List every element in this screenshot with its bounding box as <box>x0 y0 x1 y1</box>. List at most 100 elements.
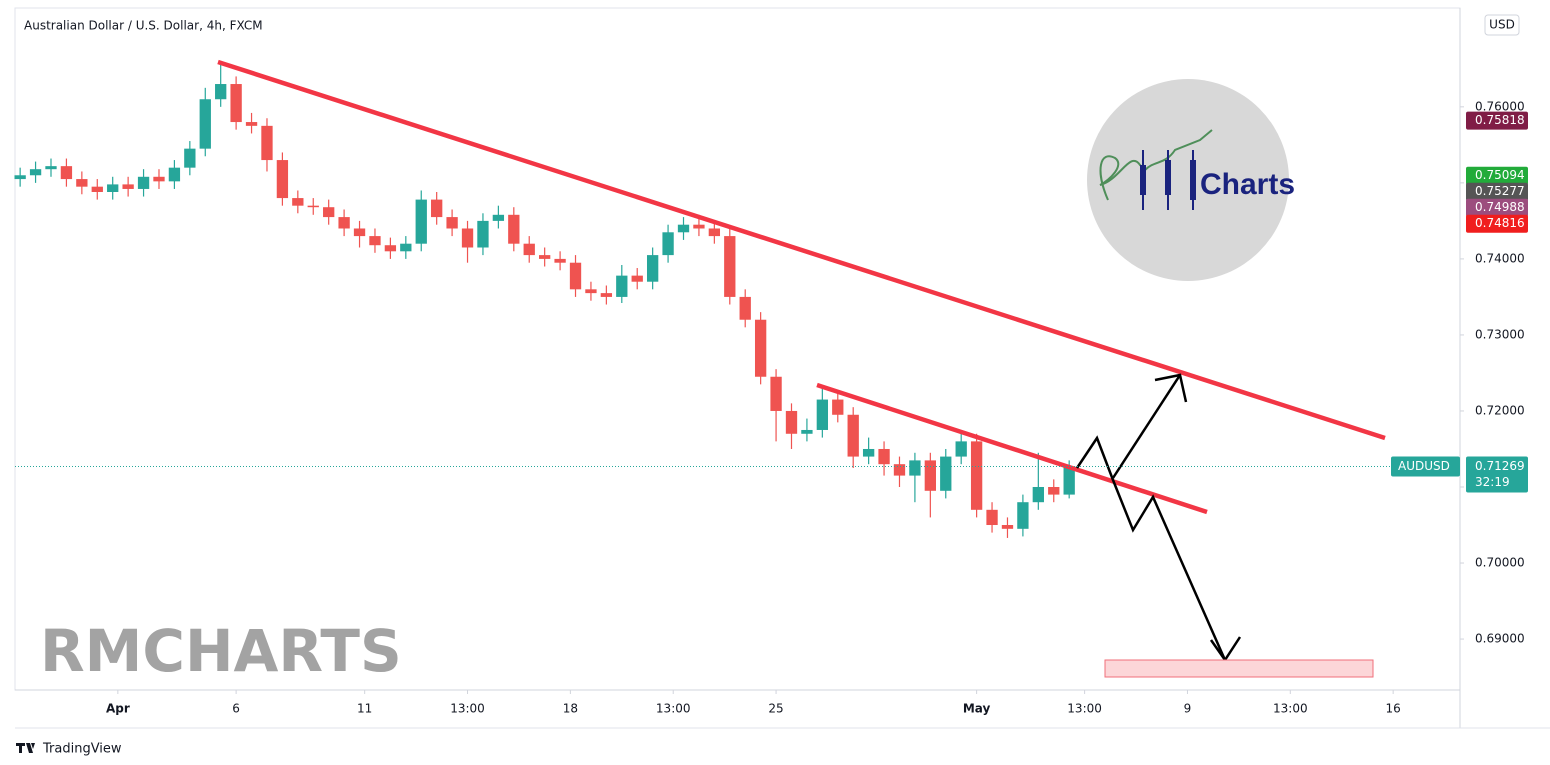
price-tag-label: 0.75277 <box>1475 184 1525 198</box>
y-tick-label: 0.72000 <box>1475 403 1525 417</box>
candle-body <box>662 232 674 256</box>
candle-body <box>693 224 705 229</box>
candle-body <box>199 99 211 149</box>
x-tick-label: 25 <box>768 702 783 716</box>
logo-candle <box>1165 160 1171 195</box>
candle-body <box>60 166 73 180</box>
price-tag-label: 0.71269 <box>1475 459 1525 473</box>
candle-body <box>569 262 582 290</box>
x-tick-label: 9 <box>1184 702 1192 716</box>
price-tag <box>1466 111 1528 130</box>
candle-body <box>893 464 906 476</box>
candle-body <box>970 441 983 510</box>
candle-body <box>353 228 366 237</box>
candle-body <box>754 319 767 377</box>
x-tick-label: 13:00 <box>1273 702 1308 716</box>
candle-body <box>847 414 859 457</box>
candle-body <box>508 214 520 244</box>
logo: Charts <box>1087 79 1295 281</box>
candle-body <box>600 293 613 297</box>
logo-candle <box>1190 160 1196 200</box>
x-tick-label: 6 <box>232 702 240 716</box>
candle-body <box>292 198 304 206</box>
candle-body <box>492 214 505 221</box>
candle-body <box>1048 486 1060 495</box>
logo-signature <box>1099 129 1213 201</box>
tradingview-logo <box>16 743 35 753</box>
candle-body <box>1063 466 1075 495</box>
candle-body <box>400 243 412 252</box>
logo-candle <box>1140 165 1146 195</box>
candles <box>14 61 1075 538</box>
candle-body <box>554 258 566 263</box>
candle-body <box>446 217 458 229</box>
price-axis: 0.690000.700000.710000.720000.730000.740… <box>106 99 1525 715</box>
x-tick-label: Apr <box>106 702 130 716</box>
candle-body <box>137 176 150 189</box>
price-tag-label: 0.75094 <box>1475 168 1525 182</box>
price-tag-label: 0.74988 <box>1475 200 1525 214</box>
logo-circle <box>1087 79 1289 281</box>
candle-body <box>184 148 196 168</box>
candle-body <box>924 460 936 491</box>
candle-body <box>832 399 844 415</box>
currency-badge[interactable] <box>1484 14 1520 36</box>
candle-body <box>816 399 829 430</box>
symbol-label: AUDUSD <box>1398 459 1450 473</box>
price-tag <box>1466 198 1528 217</box>
x-tick-label: 13:00 <box>1067 702 1102 716</box>
candle-body <box>1001 525 1014 529</box>
candle-body <box>523 243 535 256</box>
candle-body <box>215 84 227 100</box>
candle-body <box>1017 502 1029 529</box>
candle-body <box>369 236 381 246</box>
x-tick-label: 18 <box>563 702 578 716</box>
candle-body <box>323 207 335 218</box>
x-tick-label: May <box>963 702 991 716</box>
candle-body <box>708 228 721 237</box>
projection-path <box>1075 435 1227 661</box>
candle-body <box>1032 486 1044 503</box>
candle-body <box>677 224 690 233</box>
candle-body <box>955 441 967 457</box>
candle-body <box>230 84 242 123</box>
x-tick-label: 16 <box>1386 702 1401 716</box>
y-tick-label: 0.69000 <box>1475 632 1525 646</box>
candle-body <box>91 186 103 192</box>
price-tag <box>1466 182 1528 201</box>
y-tick-label: 0.70000 <box>1475 556 1525 570</box>
trend-line <box>816 382 1208 515</box>
candle-body <box>940 456 952 491</box>
candle-body <box>631 275 643 282</box>
y-tick-label: 0.76000 <box>1475 99 1525 113</box>
footer: TradingView <box>16 742 122 757</box>
candle-body <box>261 125 273 161</box>
candle-body <box>245 122 258 126</box>
projection-path <box>1111 374 1182 479</box>
candle-body <box>168 167 181 182</box>
candle-body <box>76 179 88 187</box>
candle-body <box>801 429 813 434</box>
footer-text: TradingView <box>42 742 122 757</box>
candle-body <box>29 169 42 176</box>
candle-body <box>276 160 289 199</box>
candle-body <box>739 296 751 320</box>
candle-body <box>862 448 875 457</box>
target-zone <box>1104 659 1374 678</box>
candle-body <box>431 199 443 218</box>
arrow-head <box>1154 373 1188 403</box>
candle-body <box>122 184 134 189</box>
candle-body <box>307 205 319 208</box>
watermark: RMCHARTS <box>40 617 402 685</box>
drawings <box>217 59 1386 678</box>
candle-body <box>338 217 350 229</box>
x-tick-label: 13:00 <box>450 702 485 716</box>
candle-body <box>770 376 782 411</box>
y-tick-label: 0.74000 <box>1475 251 1525 265</box>
candle-body <box>461 228 474 248</box>
candle-body <box>785 410 798 434</box>
price-tag-label: 0.75818 <box>1475 113 1525 127</box>
candle-body <box>616 275 628 297</box>
trend-line <box>217 59 1386 441</box>
